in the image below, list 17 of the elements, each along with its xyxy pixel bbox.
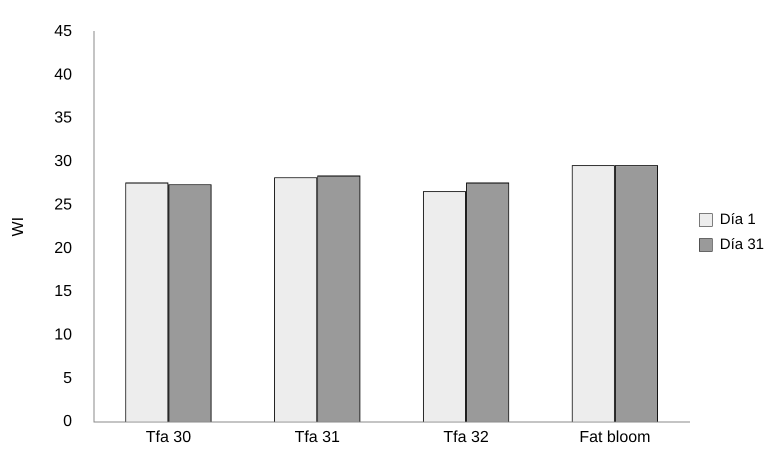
y-tick-label: 0 <box>63 413 72 430</box>
y-tick-label: 35 <box>54 110 72 127</box>
y-tick-label: 25 <box>54 196 72 214</box>
x-tick-label: Tfa 31 <box>294 428 340 446</box>
y-tick-label: 10 <box>54 326 72 344</box>
y-axis-title: WI <box>10 216 28 236</box>
y-tick-label: 20 <box>54 240 72 257</box>
x-tick-label: Tfa 32 <box>443 428 489 446</box>
y-tick-label: 5 <box>63 370 72 387</box>
y-tick-label: 40 <box>54 66 72 84</box>
y-tick-label: 30 <box>54 153 72 170</box>
legend-label: Día 1 <box>720 211 756 228</box>
y-tick-label: 45 <box>54 23 72 40</box>
x-tick-label: Tfa 30 <box>146 428 192 446</box>
legend-label: Día 31 <box>720 236 764 254</box>
x-tick-label: Fat bloom <box>579 428 650 446</box>
y-tick-label: 15 <box>54 283 72 300</box>
